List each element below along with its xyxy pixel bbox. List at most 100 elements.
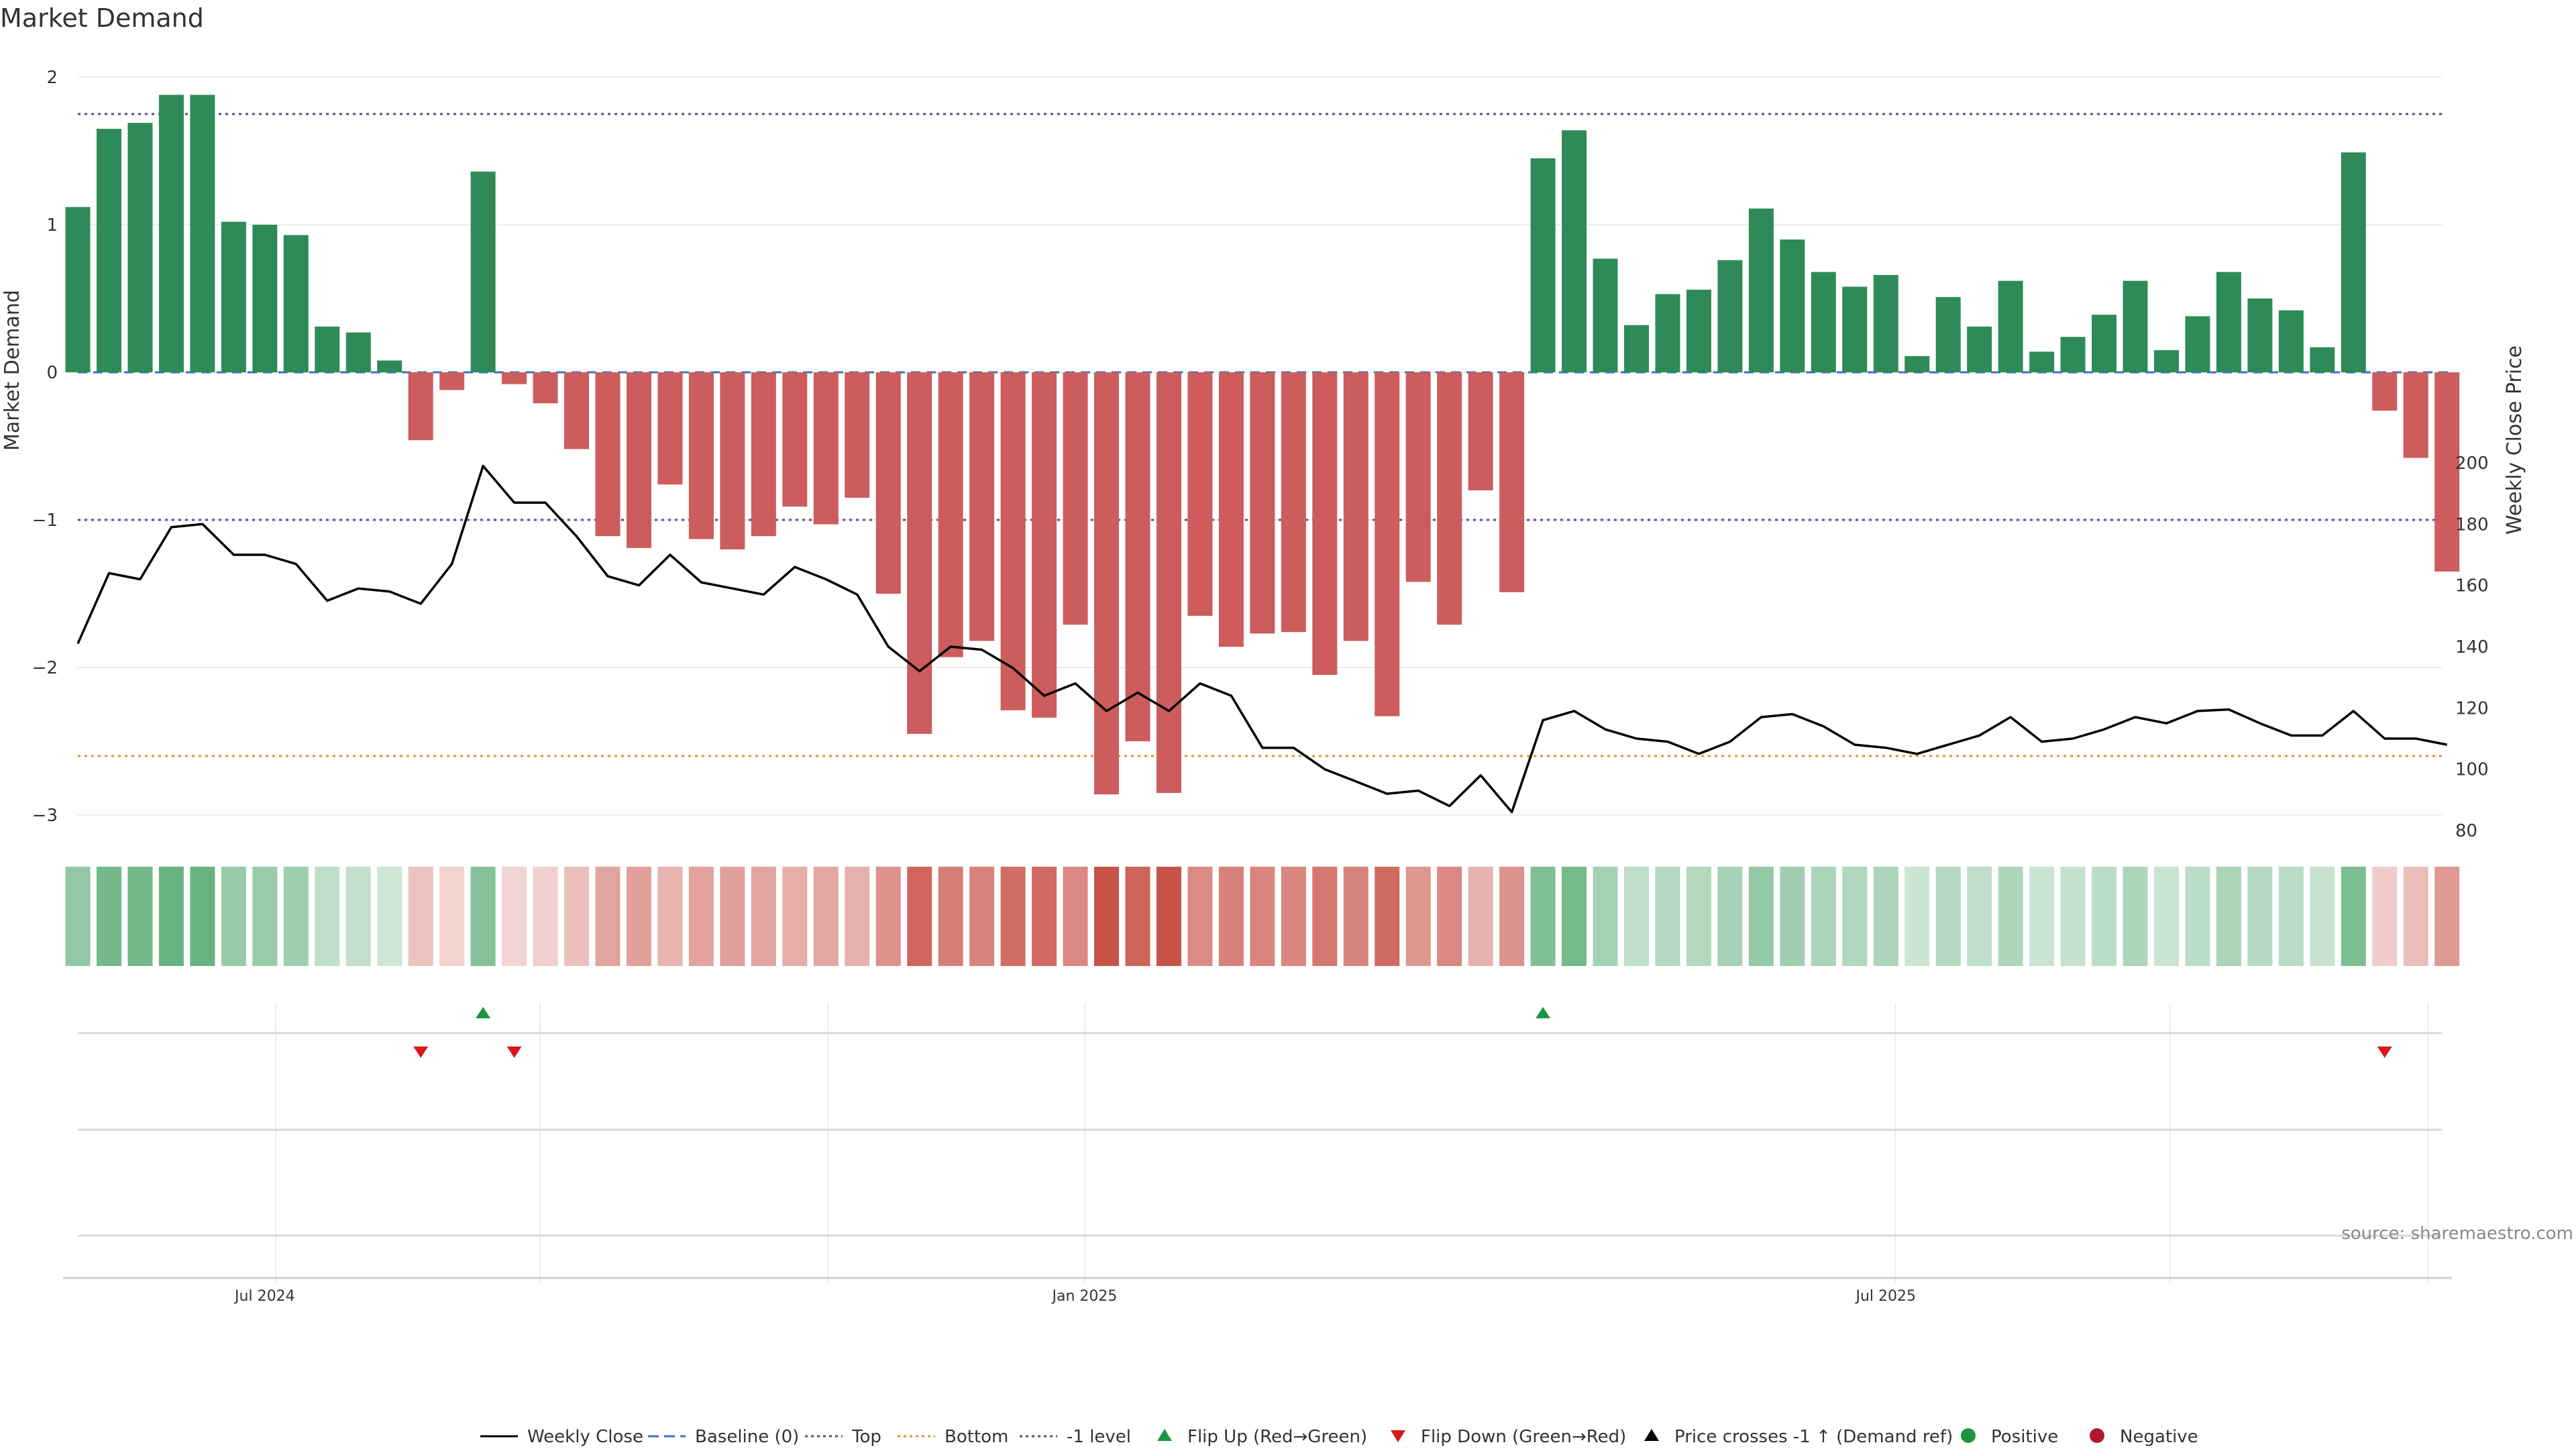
heat-cell [502, 867, 527, 966]
left-axis-ticks: 2 1 0 −1 −2 −3 [32, 68, 58, 826]
demand-bar [1281, 372, 1306, 633]
heat-cell [1780, 867, 1805, 966]
heat-cell [2278, 867, 2304, 966]
demand-bar [2310, 347, 2335, 372]
demand-bar [875, 372, 901, 594]
heat-cell [315, 867, 340, 966]
demand-bar [439, 372, 465, 390]
y2-tick-label: 120 [2455, 698, 2489, 718]
heat-cell [470, 867, 496, 966]
demand-bar [626, 372, 651, 548]
demand-bar [1405, 372, 1431, 582]
demand-bar [1748, 208, 1774, 372]
x-axis-ticks: Jul 2024 Jan 2025 Jul 2025 [233, 1288, 1916, 1305]
heat-cell [377, 867, 402, 966]
heat-cell [1000, 867, 1026, 966]
demand-bar [1156, 372, 1181, 793]
demand-bar [470, 171, 496, 373]
demand-bar [751, 372, 776, 537]
demand-bar [1562, 130, 1587, 372]
heat-cell [845, 867, 870, 966]
chart-title: Market Demand [0, 3, 204, 33]
y-tick-label: 2 [46, 68, 58, 88]
heat-cell [751, 867, 776, 966]
demand-bar [1842, 286, 1868, 372]
heat-cell [2029, 867, 2055, 966]
demand-bar [1218, 372, 1244, 647]
legend-label: Top [851, 1427, 881, 1447]
y-tick-label: 1 [46, 215, 58, 235]
demand-bar [1468, 372, 1493, 490]
demand-bar [564, 372, 590, 449]
heat-cell [2092, 867, 2117, 966]
source-note: source: sharemaestro.com [2341, 1224, 2573, 1244]
flip-up-marker [1536, 1007, 1551, 1018]
heat-cell [408, 867, 433, 966]
heat-cell [1873, 867, 1898, 966]
demand-bar [845, 372, 870, 498]
y2-tick-label: 100 [2455, 760, 2489, 780]
y-tick-label: −3 [32, 806, 58, 826]
demand-heat-strip [65, 867, 2460, 966]
weekly-close-line [76, 464, 2448, 814]
legend-swatch [2090, 1428, 2104, 1443]
demand-bar [720, 372, 745, 549]
legend-label: Weekly Close [527, 1427, 643, 1447]
heat-cell [1187, 867, 1213, 966]
heat-cell [1935, 867, 1961, 966]
demand-bar [1655, 294, 1680, 372]
heat-cell [1655, 867, 1680, 966]
heat-cell [1717, 867, 1743, 966]
heat-cell [2060, 867, 2086, 966]
legend-label: Flip Down (Green→Red) [1421, 1427, 1626, 1447]
heat-cell [345, 867, 371, 966]
y-tick-label: 0 [46, 363, 58, 383]
demand-bar [2278, 310, 2304, 372]
demand-bar [1717, 260, 1743, 372]
heat-cell [2216, 867, 2241, 966]
y2-tick-label: 140 [2455, 637, 2489, 657]
demand-bar [2216, 272, 2241, 372]
demand-bar [2403, 372, 2428, 458]
demand-bar [1094, 372, 1120, 795]
heat-cell [1405, 867, 1431, 966]
legend-label: Positive [1991, 1427, 2058, 1447]
heat-cell [1748, 867, 1774, 966]
heat-cell [1468, 867, 1493, 966]
heat-cell [283, 867, 309, 966]
heat-cell [1904, 867, 1930, 966]
heat-cell [1250, 867, 1275, 966]
flip-down-marker [506, 1046, 522, 1058]
heat-cell [439, 867, 465, 966]
legend-swatch [1961, 1428, 1976, 1443]
y2-tick-label: 180 [2455, 515, 2489, 535]
demand-bar [1063, 372, 1088, 625]
demand-bar [221, 221, 246, 372]
heat-cell [1281, 867, 1306, 966]
heat-cell [2185, 867, 2210, 966]
demand-bar [1530, 158, 1556, 372]
heat-cell [907, 867, 932, 966]
demand-bar [657, 372, 683, 485]
heat-cell [564, 867, 590, 966]
demand-bar [2185, 316, 2210, 372]
heat-cell [657, 867, 683, 966]
demand-bar [1935, 297, 1961, 372]
demand-bar [1250, 372, 1275, 634]
y2-tick-label: 160 [2455, 576, 2489, 596]
heat-cell [1125, 867, 1150, 966]
heat-cell [1063, 867, 1088, 966]
demand-bar [1624, 325, 1649, 372]
flip-down-marker [2377, 1046, 2392, 1058]
heat-cell [938, 867, 963, 966]
demand-bar [502, 372, 527, 384]
heat-cell [1156, 867, 1181, 966]
heat-cell [782, 867, 808, 966]
heat-cell [969, 867, 995, 966]
weekly-close-series [76, 464, 2448, 814]
heat-cell [96, 867, 121, 966]
heat-cell [1593, 867, 1618, 966]
x-tick-label: Jan 2025 [1051, 1288, 1118, 1305]
demand-bar [252, 225, 278, 372]
